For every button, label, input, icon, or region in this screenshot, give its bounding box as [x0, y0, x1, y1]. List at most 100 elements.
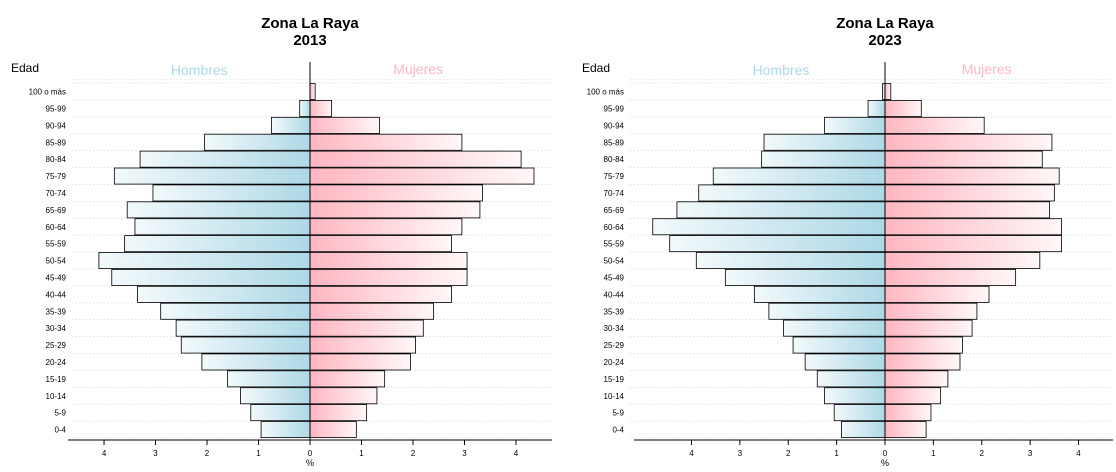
age-label: 100 o más — [29, 88, 66, 97]
bar-male-40-44 — [753, 285, 886, 303]
bar-male-0-4 — [841, 421, 886, 439]
age-label: 95-99 — [604, 104, 625, 113]
bar-female-30-34 — [884, 319, 973, 337]
age-label: 25-29 — [46, 341, 67, 350]
chart-title: Zona La Raya — [261, 15, 359, 32]
bar-female-20-24 — [309, 353, 411, 371]
age-label: 60-64 — [604, 223, 625, 232]
bar-male-10-14 — [240, 387, 311, 405]
bar-male-85-89 — [204, 133, 311, 151]
age-label: 40-44 — [46, 290, 67, 299]
bar-female-15-19 — [309, 370, 386, 388]
bar-female-55-59 — [309, 235, 452, 253]
bar-female-75-79 — [884, 167, 1060, 185]
bar-female-15-19 — [884, 370, 949, 388]
age-label: 35-39 — [604, 307, 625, 316]
bar-male-25-29 — [792, 336, 886, 354]
x-tick-label: 2 — [980, 449, 985, 458]
bar-female-10-14 — [884, 387, 942, 405]
bar-male-5-9 — [250, 404, 311, 422]
bar-female-55-59 — [884, 235, 1063, 253]
bar-female-100 o más — [309, 83, 316, 101]
bar-male-15-19 — [227, 370, 311, 388]
male-label: Hombres — [171, 62, 228, 78]
x-tick-label: 3 — [1028, 449, 1033, 458]
bar-male-35-39 — [160, 302, 311, 320]
bar-male-10-14 — [824, 387, 886, 405]
age-label: 65-69 — [604, 206, 625, 215]
bar-female-80-84 — [884, 150, 1043, 168]
bar-female-50-54 — [309, 252, 468, 270]
male-label: Hombres — [753, 62, 810, 78]
bar-male-20-24 — [201, 353, 311, 371]
bar-male-45-49 — [724, 268, 886, 286]
bar-female-20-24 — [884, 353, 961, 371]
age-label: 80-84 — [604, 155, 625, 164]
bar-female-80-84 — [309, 150, 522, 168]
x-tick-label: 3 — [738, 449, 743, 458]
age-label: 15-19 — [604, 375, 625, 384]
age-label: 75-79 — [46, 172, 67, 181]
age-label: 100 o más — [587, 88, 624, 97]
bar-female-75-79 — [309, 167, 535, 185]
bar-female-5-9 — [884, 404, 932, 422]
age-label: 70-74 — [604, 189, 625, 198]
x-tick-label: 1 — [834, 449, 839, 458]
bar-female-25-29 — [309, 336, 416, 354]
bar-female-5-9 — [309, 404, 368, 422]
age-label: 0-4 — [612, 426, 624, 435]
bar-male-5-9 — [833, 404, 886, 422]
bar-female-100 o más — [884, 83, 892, 101]
age-label: 70-74 — [46, 189, 67, 198]
bar-male-75-79 — [712, 167, 886, 185]
age-label: 55-59 — [604, 240, 625, 249]
x-tick-label: 2 — [786, 449, 791, 458]
bar-male-70-74 — [152, 184, 311, 202]
x-tick-label: 0 — [308, 449, 313, 458]
bar-female-65-69 — [309, 201, 481, 219]
bar-female-0-4 — [884, 421, 927, 439]
bar-female-10-14 — [309, 387, 378, 405]
bar-female-60-64 — [884, 218, 1063, 236]
chart-subtitle: 2013 — [293, 32, 326, 49]
bar-male-95-99 — [867, 100, 886, 117]
bar-male-25-29 — [180, 336, 311, 354]
age-label: 60-64 — [46, 223, 67, 232]
age-label: 20-24 — [46, 358, 67, 367]
bar-male-50-54 — [695, 252, 886, 270]
bar-female-85-89 — [884, 133, 1053, 151]
age-label: 35-39 — [46, 307, 67, 316]
age-label: 90-94 — [46, 121, 67, 130]
bar-male-35-39 — [768, 302, 886, 320]
bar-female-50-54 — [884, 252, 1041, 270]
bar-male-65-69 — [126, 201, 311, 219]
x-tick-label: 2 — [411, 449, 416, 458]
age-label: 50-54 — [604, 257, 625, 266]
bar-male-65-69 — [676, 201, 886, 219]
bar-male-15-19 — [816, 370, 886, 388]
x-tick-label: 4 — [514, 449, 519, 458]
x-axis-title: % — [881, 458, 889, 467]
bar-female-60-64 — [309, 218, 463, 236]
bar-male-50-54 — [98, 252, 311, 270]
x-axis-title: % — [306, 458, 314, 467]
female-label: Mujeres — [962, 61, 1012, 77]
bar-male-70-74 — [698, 184, 886, 202]
bar-female-25-29 — [884, 336, 963, 354]
age-label: 10-14 — [604, 392, 625, 401]
age-label: 30-34 — [604, 324, 625, 333]
bar-female-30-34 — [309, 319, 424, 337]
bar-male-55-59 — [124, 235, 311, 253]
bar-male-30-34 — [175, 319, 311, 337]
bar-male-55-59 — [669, 235, 886, 253]
age-label: 45-49 — [604, 273, 625, 282]
bar-male-75-79 — [113, 167, 311, 185]
bar-female-35-39 — [309, 302, 434, 320]
bar-male-45-49 — [111, 268, 311, 286]
age-label: 30-34 — [46, 324, 67, 333]
x-tick-label: 4 — [689, 449, 694, 458]
age-label: 5-9 — [612, 409, 624, 418]
bar-female-40-44 — [884, 285, 990, 303]
